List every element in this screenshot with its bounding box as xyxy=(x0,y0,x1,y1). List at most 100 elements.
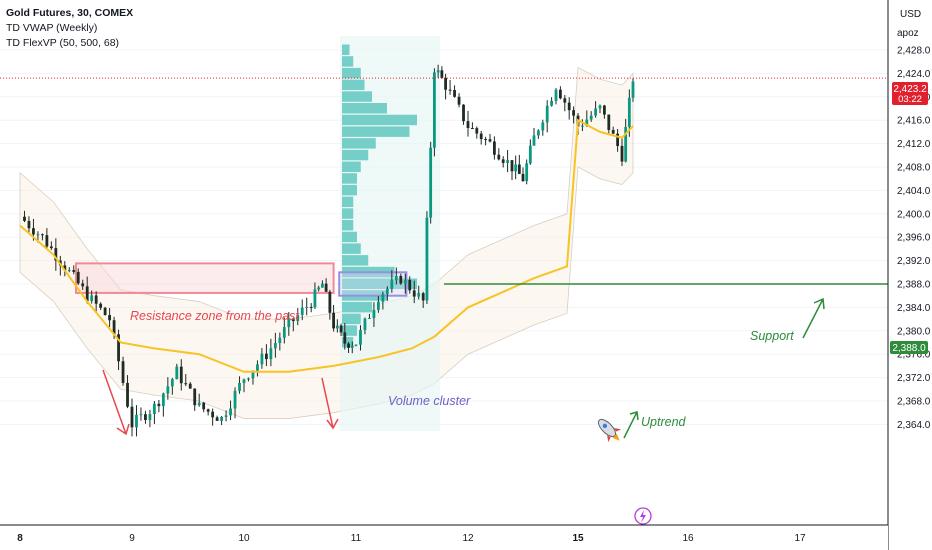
candle-body xyxy=(399,275,403,284)
up-arrow-uptrend xyxy=(623,411,639,439)
candle-body xyxy=(161,393,165,407)
candle-body xyxy=(41,234,44,236)
candle-body xyxy=(537,130,540,136)
rocket-icon xyxy=(597,418,622,443)
candle-body xyxy=(135,414,138,428)
candle-body xyxy=(631,81,635,98)
x-tick-label: 10 xyxy=(238,533,250,544)
candle-body xyxy=(368,317,371,319)
y-tick-label: 2,368.0 xyxy=(897,397,931,408)
candle xyxy=(581,119,584,132)
candle xyxy=(433,68,436,157)
candle-body xyxy=(81,283,85,287)
candle-body xyxy=(206,409,210,412)
down-arrow-2 xyxy=(321,377,339,430)
candle-body xyxy=(559,89,562,99)
resistance-zone xyxy=(75,262,335,294)
symbol-title[interactable]: Gold Futures, 30, COMEX xyxy=(6,7,134,19)
candle xyxy=(537,129,540,139)
candle xyxy=(448,79,452,95)
candle xyxy=(607,114,611,135)
volume-profile-bar xyxy=(342,173,357,184)
candle xyxy=(417,285,421,300)
volume-profile-bar xyxy=(342,255,369,266)
candle-body xyxy=(448,89,452,91)
candle xyxy=(545,100,549,133)
candle-body xyxy=(23,216,26,221)
volume-profile-bar xyxy=(342,208,354,219)
candle xyxy=(559,86,562,100)
candle xyxy=(166,377,170,400)
candle-body xyxy=(224,415,228,417)
candle xyxy=(497,148,501,161)
resistance-zone-label: Resistance zone from the past xyxy=(130,309,299,323)
candle-body xyxy=(545,105,549,123)
y-tick-label: 2,424.0 xyxy=(897,69,931,80)
candle xyxy=(377,296,380,313)
candle-body xyxy=(144,414,147,420)
candle-body xyxy=(175,366,179,380)
candle xyxy=(215,415,219,421)
candle-body xyxy=(589,115,593,120)
currency-label: USD xyxy=(900,9,921,20)
candle-body xyxy=(425,217,429,301)
candle xyxy=(94,291,98,312)
y-tick-label: 2,396.0 xyxy=(897,233,931,244)
candle xyxy=(184,374,188,387)
candle xyxy=(309,303,313,313)
y-tick-label: 2,408.0 xyxy=(897,163,931,174)
candle xyxy=(220,416,223,426)
candle xyxy=(321,280,324,288)
candle-body xyxy=(32,228,35,235)
y-tick-label: 2,364.0 xyxy=(897,420,931,431)
candle-body xyxy=(247,378,250,380)
indicator-flexvp[interactable]: TD FlexVP (50, 500, 68) xyxy=(6,37,120,49)
volume-profile-bar xyxy=(342,91,372,102)
candle xyxy=(54,238,58,271)
down-arrow-1 xyxy=(102,369,130,436)
candle xyxy=(453,85,456,98)
candle-body xyxy=(408,279,412,291)
candle-body xyxy=(278,337,282,344)
lightning-icon[interactable] xyxy=(634,507,652,525)
candle xyxy=(403,273,407,294)
candle-body xyxy=(328,291,332,313)
volume-profile-bar xyxy=(342,278,417,289)
support-price-badge: 2,388.0 xyxy=(890,341,928,354)
volume-profile-bar xyxy=(342,161,361,172)
candle xyxy=(624,118,628,163)
candle-body xyxy=(126,382,129,407)
time-axis[interactable]: 8 9 10 11 12 15 16 17 xyxy=(0,524,888,550)
candle xyxy=(67,267,71,273)
bar-countdown: 03:22 xyxy=(898,94,922,105)
scale-mode-label[interactable]: apoz xyxy=(897,28,919,39)
candle xyxy=(594,101,597,118)
candle-body xyxy=(103,307,107,316)
candle-body xyxy=(394,275,398,281)
candle-body xyxy=(130,406,134,428)
x-tick-label: 11 xyxy=(351,533,362,544)
candle xyxy=(23,210,26,223)
indicator-vwap[interactable]: TD VWAP (Weekly) xyxy=(6,22,98,34)
candle-body xyxy=(229,408,232,416)
candle xyxy=(300,299,304,321)
candle-body xyxy=(153,403,156,415)
candle xyxy=(444,73,447,100)
volume-profile-bar xyxy=(342,337,354,348)
candle-body xyxy=(403,279,407,284)
candle-body xyxy=(54,248,58,261)
y-tick-label: 2,404.0 xyxy=(897,186,931,197)
vwap-bands xyxy=(19,66,634,419)
candle-body xyxy=(624,126,628,162)
candle xyxy=(260,348,264,369)
candle xyxy=(305,297,309,316)
candle xyxy=(148,409,152,428)
candle-body xyxy=(273,343,277,349)
candle-body xyxy=(287,318,291,328)
last-price-badge: 2,423.2 03:22 xyxy=(892,82,928,105)
candle xyxy=(479,130,483,145)
candle xyxy=(510,160,514,181)
candle xyxy=(233,387,237,419)
candle-body xyxy=(475,128,479,134)
